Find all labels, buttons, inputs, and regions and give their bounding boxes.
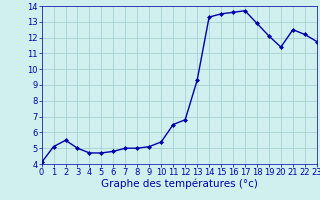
X-axis label: Graphe des températures (°c): Graphe des températures (°c) xyxy=(101,179,258,189)
